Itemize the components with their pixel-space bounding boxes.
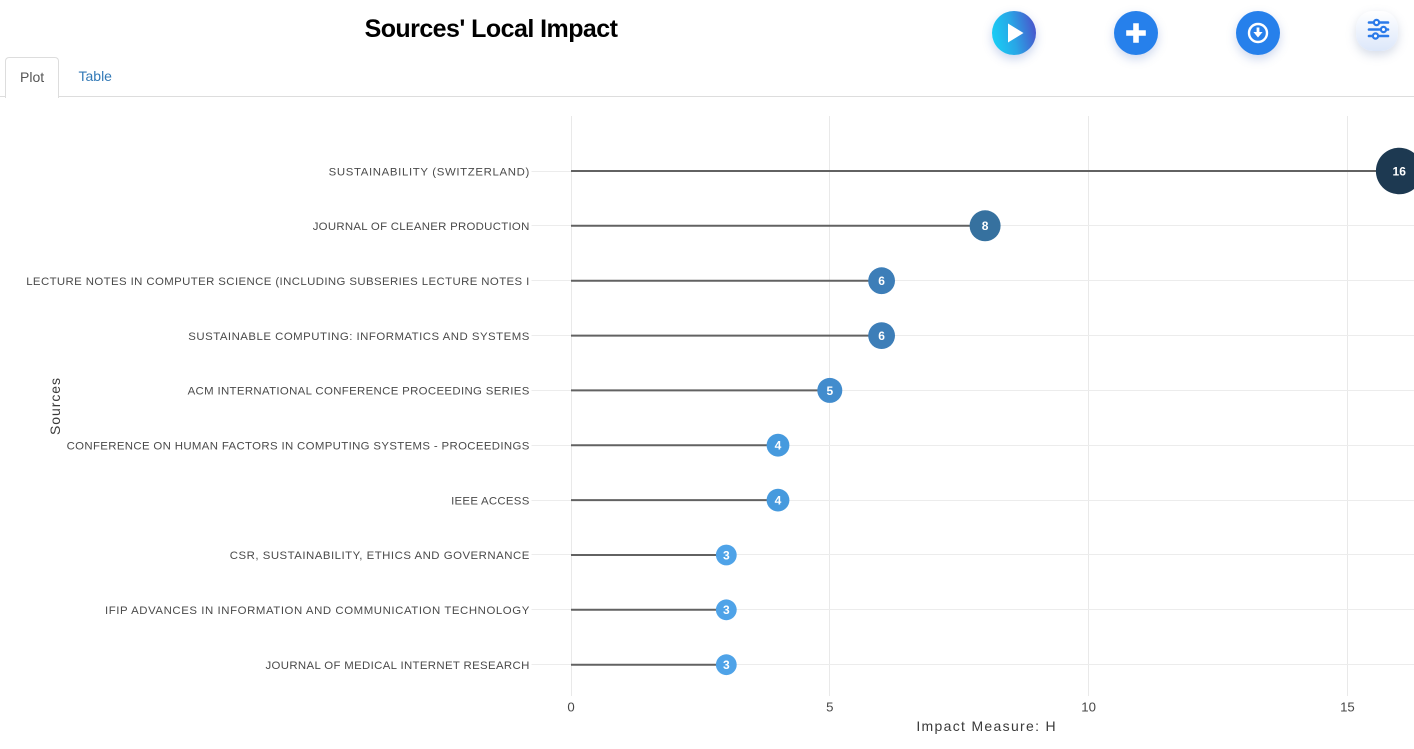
svg-text:4: 4 — [775, 439, 782, 453]
svg-text:Impact Measure: H: Impact Measure: H — [916, 718, 1055, 734]
svg-text:ACM INTERNATIONAL CONFERENCE P: ACM INTERNATIONAL CONFERENCE PROCEEDING … — [188, 386, 530, 398]
svg-text:3: 3 — [723, 658, 730, 672]
svg-text:5: 5 — [826, 699, 833, 714]
svg-text:3: 3 — [723, 603, 730, 617]
svg-text:8: 8 — [982, 219, 989, 233]
svg-text:IFIP ADVANCES IN INFORMATION A: IFIP ADVANCES IN INFORMATION AND COMMUNI… — [105, 605, 530, 617]
svg-text:15: 15 — [1340, 699, 1355, 714]
svg-text:6: 6 — [878, 329, 885, 343]
svg-text:IEEE ACCESS: IEEE ACCESS — [451, 495, 530, 507]
svg-text:16: 16 — [1393, 164, 1407, 178]
svg-text:6: 6 — [878, 274, 885, 288]
svg-text:3: 3 — [723, 548, 730, 562]
svg-text:LECTURE NOTES IN COMPUTER SCIE: LECTURE NOTES IN COMPUTER SCIENCE (INCLU… — [26, 276, 529, 288]
svg-text:Sources: Sources — [47, 378, 63, 435]
svg-text:CONFERENCE ON HUMAN FACTORS IN: CONFERENCE ON HUMAN FACTORS IN COMPUTING… — [67, 441, 530, 453]
svg-text:5: 5 — [826, 384, 833, 398]
svg-text:JOURNAL OF MEDICAL INTERNET RE: JOURNAL OF MEDICAL INTERNET RESEARCH — [266, 660, 530, 672]
svg-text:JOURNAL OF CLEANER PRODUCTION: JOURNAL OF CLEANER PRODUCTION — [313, 221, 530, 233]
svg-text:SUSTAINABLE COMPUTING: INFORMA: SUSTAINABLE COMPUTING: INFORMATICS AND S… — [188, 331, 529, 343]
svg-text:CSR, SUSTAINABILITY, ETHICS AN: CSR, SUSTAINABILITY, ETHICS AND GOVERNAN… — [230, 550, 530, 562]
svg-text:4: 4 — [775, 494, 782, 508]
svg-text:10: 10 — [1081, 699, 1096, 714]
svg-text:0: 0 — [567, 699, 574, 714]
svg-text:SUSTAINABILITY (SWITZERLAND): SUSTAINABILITY (SWITZERLAND) — [329, 166, 530, 178]
